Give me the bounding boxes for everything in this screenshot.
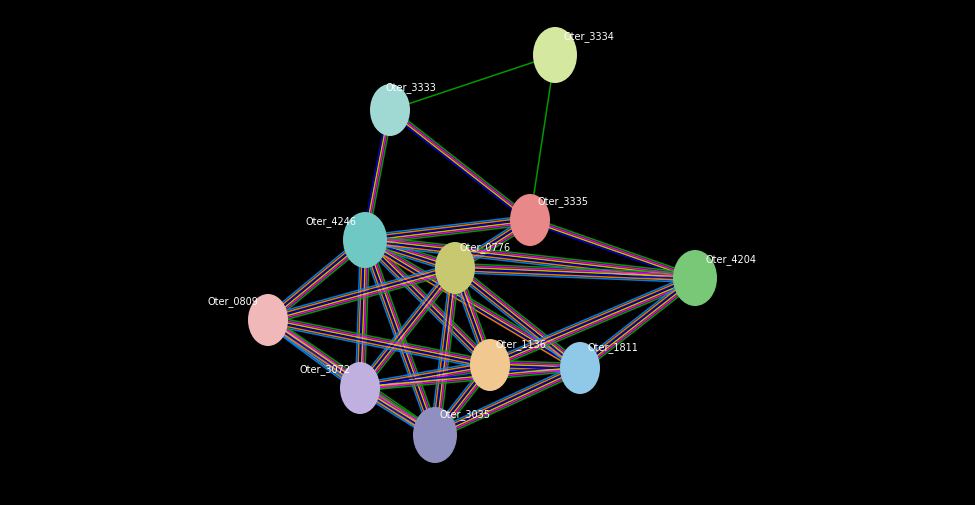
- Ellipse shape: [510, 194, 550, 246]
- Ellipse shape: [560, 342, 600, 394]
- Ellipse shape: [248, 294, 288, 346]
- Ellipse shape: [343, 212, 387, 268]
- Text: Oter_4246: Oter_4246: [305, 217, 356, 227]
- Text: Oter_3333: Oter_3333: [385, 82, 436, 93]
- Text: Oter_1811: Oter_1811: [588, 342, 639, 354]
- Text: Oter_4204: Oter_4204: [705, 255, 756, 266]
- Ellipse shape: [470, 339, 510, 391]
- Ellipse shape: [370, 84, 410, 136]
- Ellipse shape: [435, 242, 475, 294]
- Text: Oter_1136: Oter_1136: [495, 339, 546, 350]
- Ellipse shape: [340, 362, 380, 414]
- Text: Oter_3035: Oter_3035: [440, 410, 491, 421]
- Text: Oter_0809: Oter_0809: [208, 296, 259, 308]
- Text: Oter_3072: Oter_3072: [300, 365, 351, 375]
- Text: Oter_0776: Oter_0776: [460, 242, 511, 254]
- Text: Oter_3335: Oter_3335: [538, 196, 589, 208]
- Text: Oter_3334: Oter_3334: [563, 31, 614, 42]
- Ellipse shape: [413, 407, 457, 463]
- Ellipse shape: [533, 27, 577, 83]
- Ellipse shape: [673, 250, 717, 306]
